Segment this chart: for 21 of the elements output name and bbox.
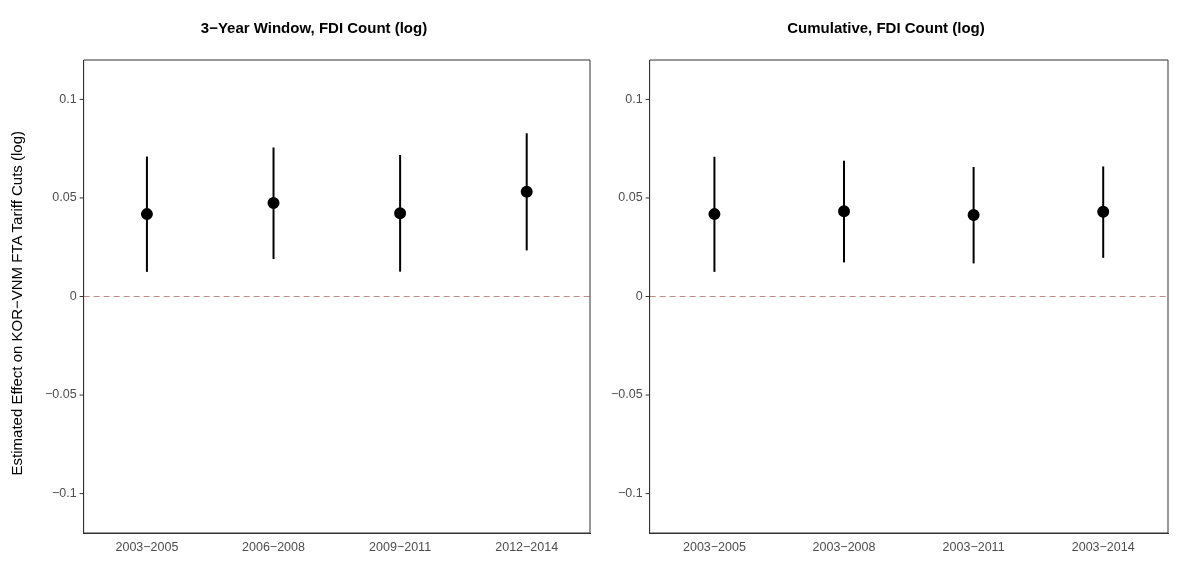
- y-tick-label: 0: [635, 288, 643, 303]
- y-tick-label: −0.05: [44, 387, 77, 402]
- x-tick-label: 2006−2008: [242, 539, 306, 554]
- y-tick-label: 0.05: [52, 190, 77, 205]
- x-tick-label: 2012−2014: [495, 539, 559, 554]
- y-axis-title: Estimated Effect on KOR−VNM FTA Tariff Cuts (log): [8, 130, 26, 476]
- y-tick-label: 0.05: [618, 190, 643, 205]
- x-tick-label: 2003−2005: [115, 539, 179, 554]
- chart-title: Cumulative, FDI Count (log): [787, 19, 985, 37]
- x-tick-label: 2003−2008: [812, 539, 876, 554]
- x-tick-label: 2003−2014: [1071, 539, 1135, 554]
- chart-title: 3−Year Window, FDI Count (log): [200, 19, 428, 37]
- y-tick-label: −0.1: [617, 486, 643, 501]
- y-tick-label: −0.1: [51, 486, 77, 501]
- y-tick-label: 0.1: [59, 91, 77, 106]
- x-tick-label: 2003−2011: [942, 539, 1005, 554]
- x-tick-label: 2009−2011: [369, 539, 432, 554]
- y-tick-label: 0.1: [625, 91, 643, 106]
- y-tick-label: 0: [69, 288, 77, 303]
- y-tick-label: −0.05: [610, 387, 643, 402]
- x-tick-label: 2003−2005: [682, 539, 746, 554]
